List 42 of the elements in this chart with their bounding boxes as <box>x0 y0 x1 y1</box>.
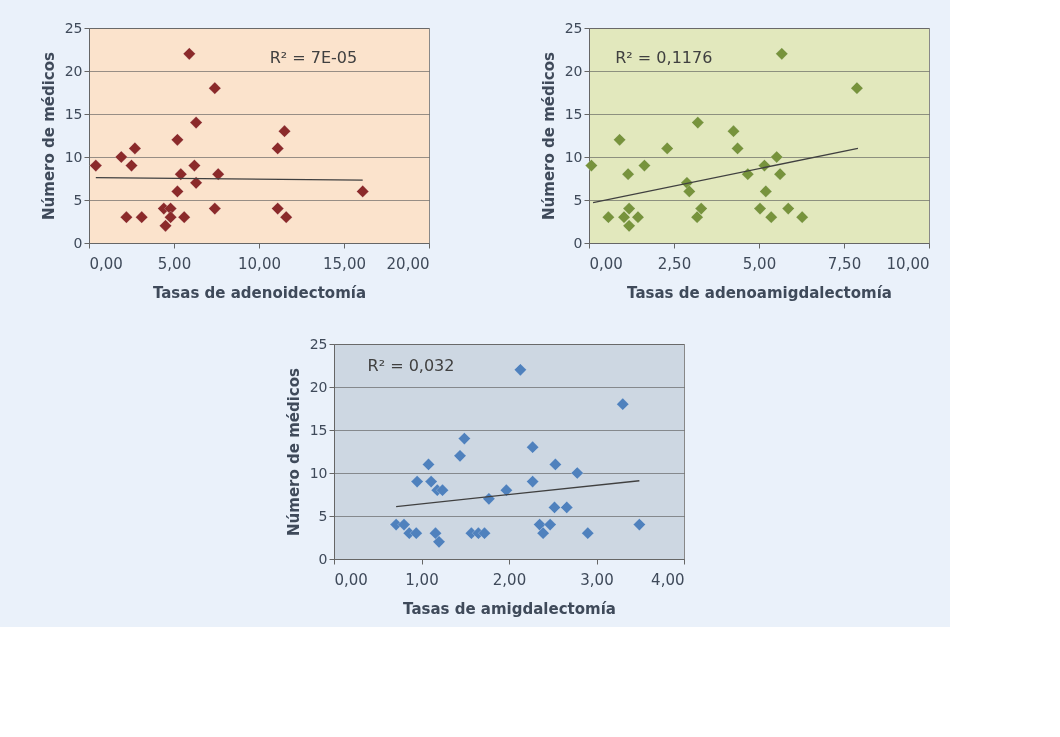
annotation: R² = 0,032 <box>367 355 455 375</box>
x-axis-title: Tasas de adenoamigdalectomía <box>627 283 892 302</box>
x-tick-label: 0,00 <box>589 254 623 273</box>
x-tick-label: 4,00 <box>651 570 685 589</box>
x-tick-label: 20,00 <box>386 254 430 273</box>
annotation: R² = 0,1176 <box>615 48 713 68</box>
annotation: R² = 7E-05 <box>269 48 358 68</box>
y-tick-label: 25 <box>564 19 583 36</box>
y-tick-label: 15 <box>64 105 83 122</box>
y-tick-label: 10 <box>564 148 583 165</box>
x-tick-label: 0,00 <box>334 570 368 589</box>
x-tick-label: 5,00 <box>742 254 777 273</box>
y-tick-label: 5 <box>73 191 83 208</box>
x-tick-label: 2,00 <box>492 570 527 589</box>
x-tick-label: 15,00 <box>323 254 366 273</box>
y-tick-label: 10 <box>309 464 328 481</box>
y-axis-title: Número de médicos <box>284 367 303 536</box>
y-tick-label: 5 <box>318 507 328 524</box>
y-tick-label: 20 <box>64 62 83 79</box>
y-tick-label: 25 <box>309 335 328 352</box>
y-tick-label: 0 <box>573 234 583 251</box>
y-axis-title: Número de médicos <box>39 51 58 220</box>
y-tick-label: 20 <box>309 378 328 395</box>
x-tick-label: 3,00 <box>580 570 614 589</box>
x-tick-label: 1,00 <box>405 570 439 589</box>
y-tick-label: 15 <box>309 421 328 438</box>
y-tick-label: 5 <box>573 191 583 208</box>
y-tick-label: 15 <box>564 105 583 122</box>
x-tick-label: 0,00 <box>89 254 123 273</box>
y-axis-title: Número de médicos <box>539 51 558 220</box>
y-tick-label: 0 <box>73 234 83 251</box>
y-tick-label: 0 <box>318 550 328 567</box>
x-tick-label: 10,00 <box>886 254 930 273</box>
x-tick-label: 10,00 <box>238 254 281 273</box>
y-tick-label: 25 <box>64 19 83 36</box>
x-tick-label: 2,50 <box>657 254 692 273</box>
x-tick-label: 5,00 <box>157 254 192 273</box>
y-tick-label: 10 <box>64 148 83 165</box>
x-axis-title: Tasas de adenoidectomía <box>152 283 367 302</box>
x-axis-title: Tasas de amigdalectomía <box>403 599 616 618</box>
y-tick-label: 20 <box>564 62 583 79</box>
x-tick-label: 7,50 <box>827 254 862 273</box>
